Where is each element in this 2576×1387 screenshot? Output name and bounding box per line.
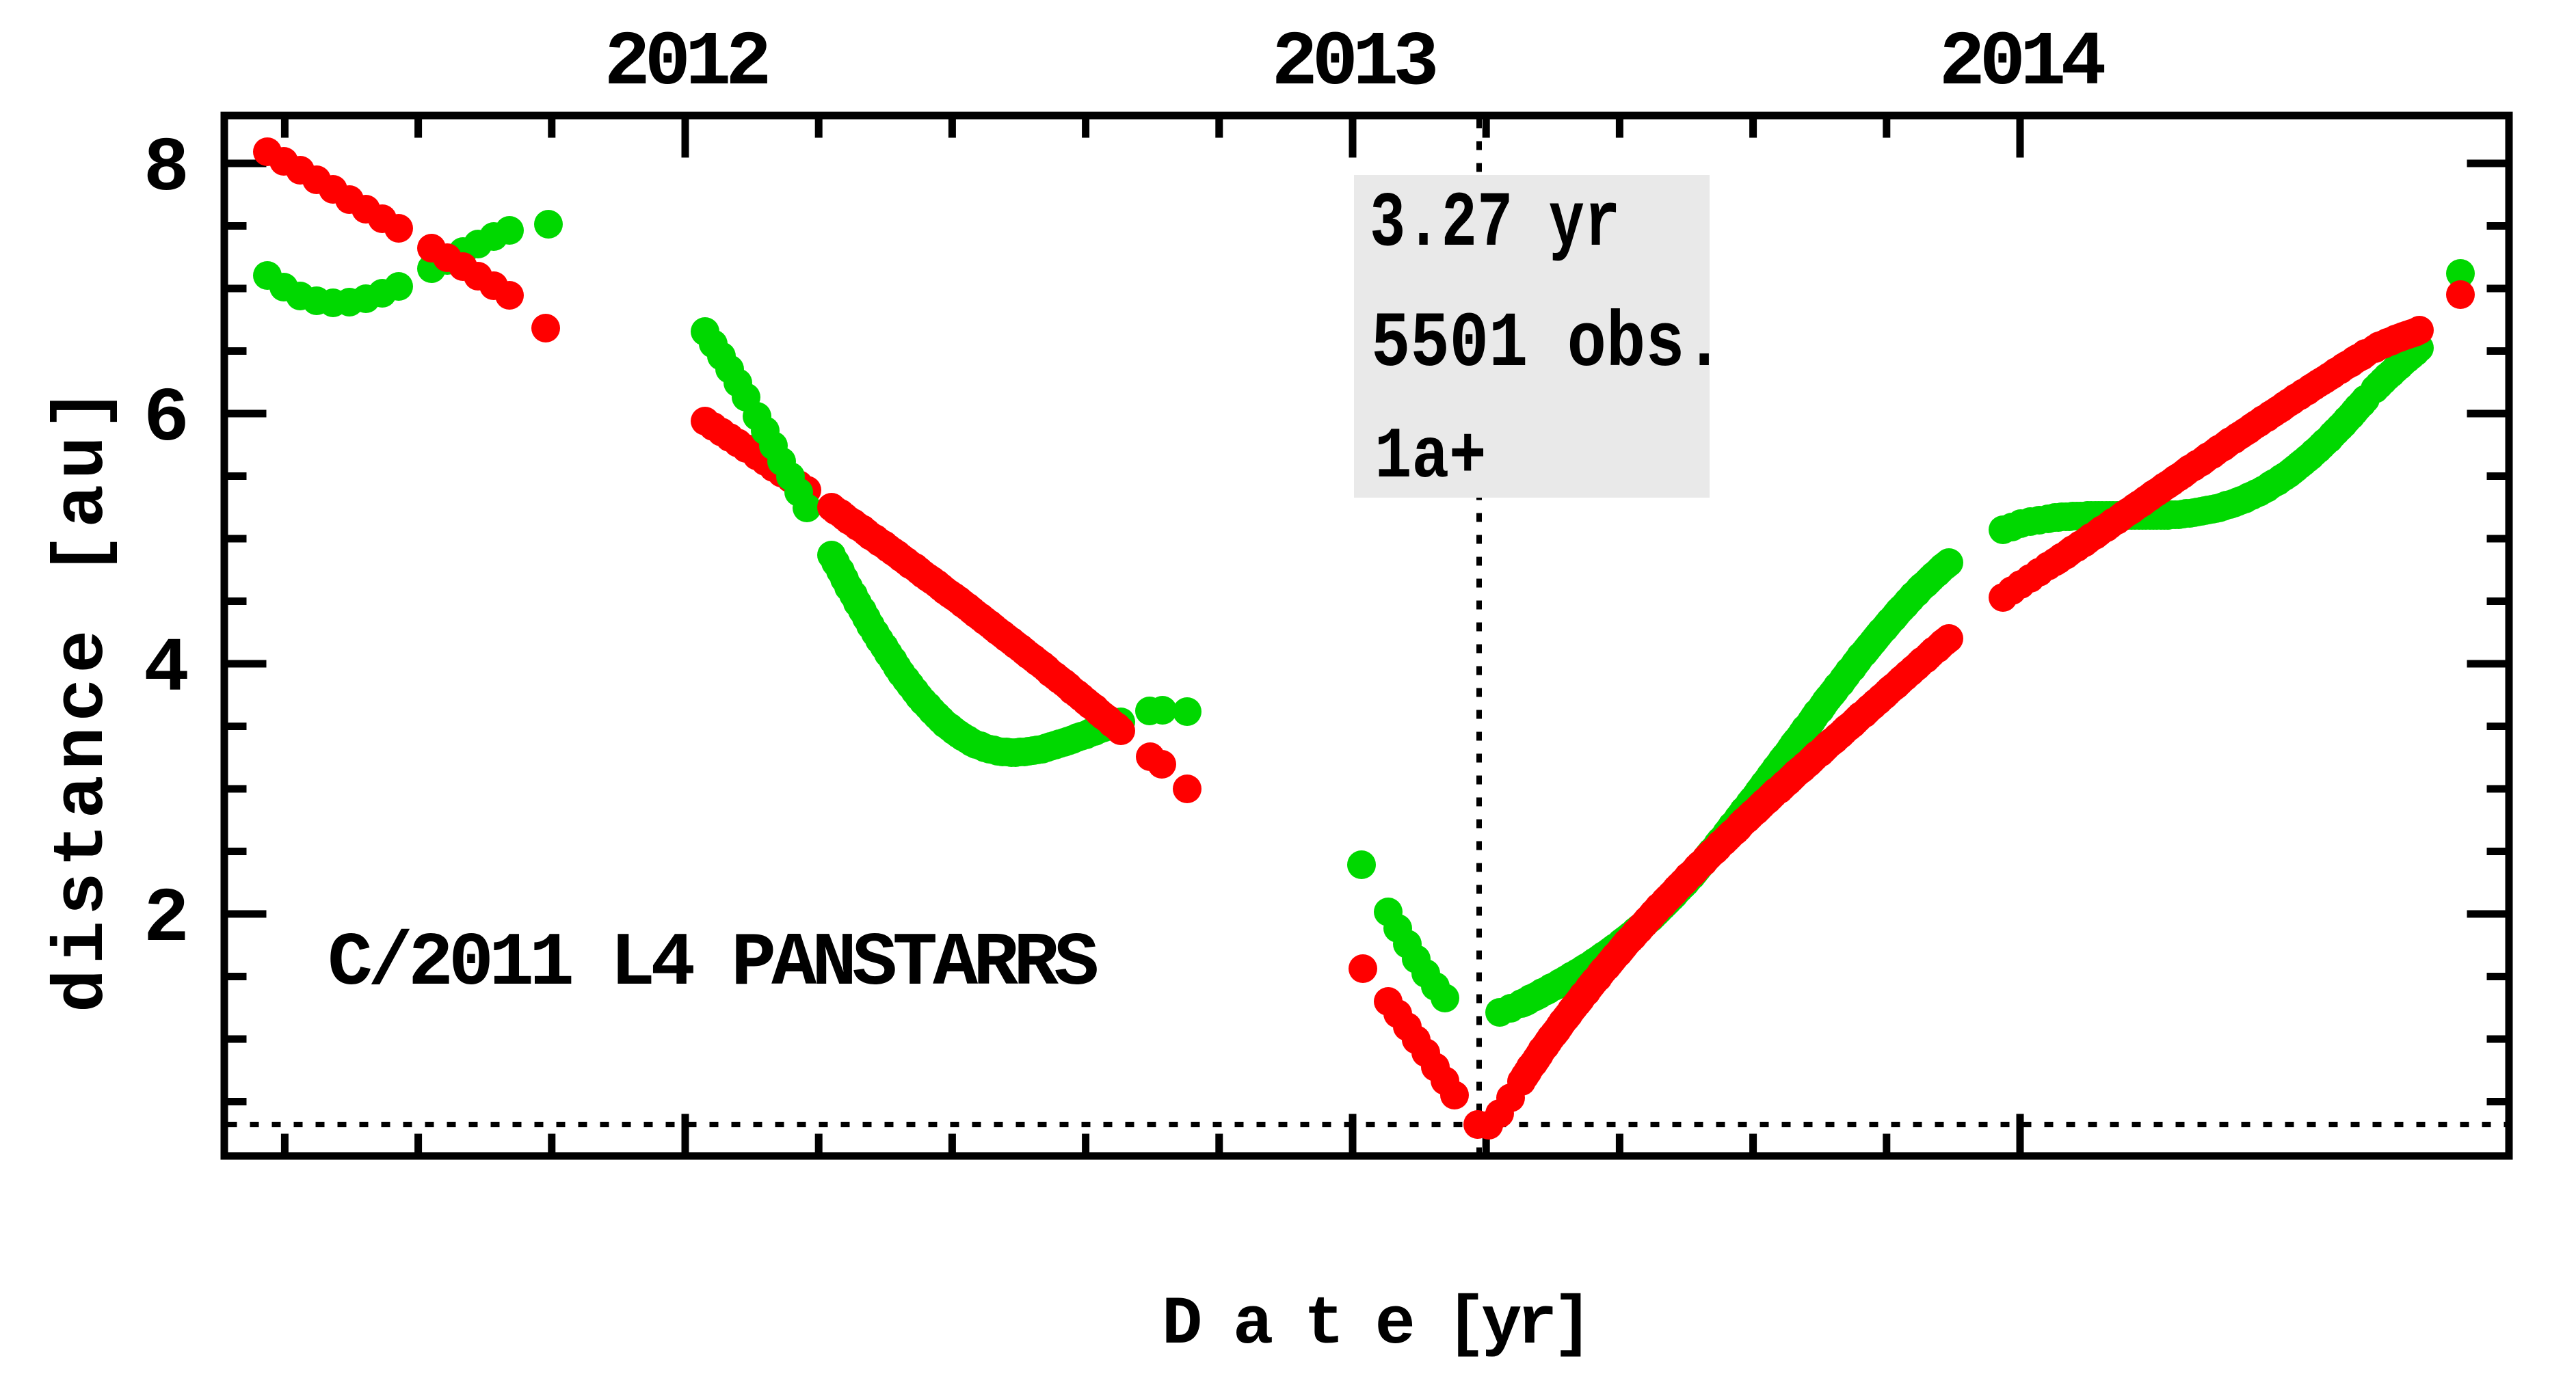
svg-text:4: 4 xyxy=(144,626,189,713)
svg-text:2012: 2012 xyxy=(605,20,768,107)
svg-text:C/2011 L4 PANSTARRS: C/2011 L4 PANSTARRS xyxy=(328,921,1097,1007)
svg-text:3.27 yr: 3.27 yr xyxy=(1370,181,1620,269)
svg-text:2014: 2014 xyxy=(1939,20,2105,107)
svg-text:2: 2 xyxy=(144,876,189,963)
svg-text:1a+: 1a+ xyxy=(1375,416,1487,498)
svg-text:8: 8 xyxy=(144,126,189,213)
svg-text:6: 6 xyxy=(144,376,189,463)
svg-text:D a t e [yr]: D a t e [yr] xyxy=(1162,1287,1588,1363)
svg-text:2013: 2013 xyxy=(1272,20,1436,107)
svg-text:5501 obs.: 5501 obs. xyxy=(1371,300,1724,389)
svg-text:distance [au]: distance [au] xyxy=(42,382,124,1012)
